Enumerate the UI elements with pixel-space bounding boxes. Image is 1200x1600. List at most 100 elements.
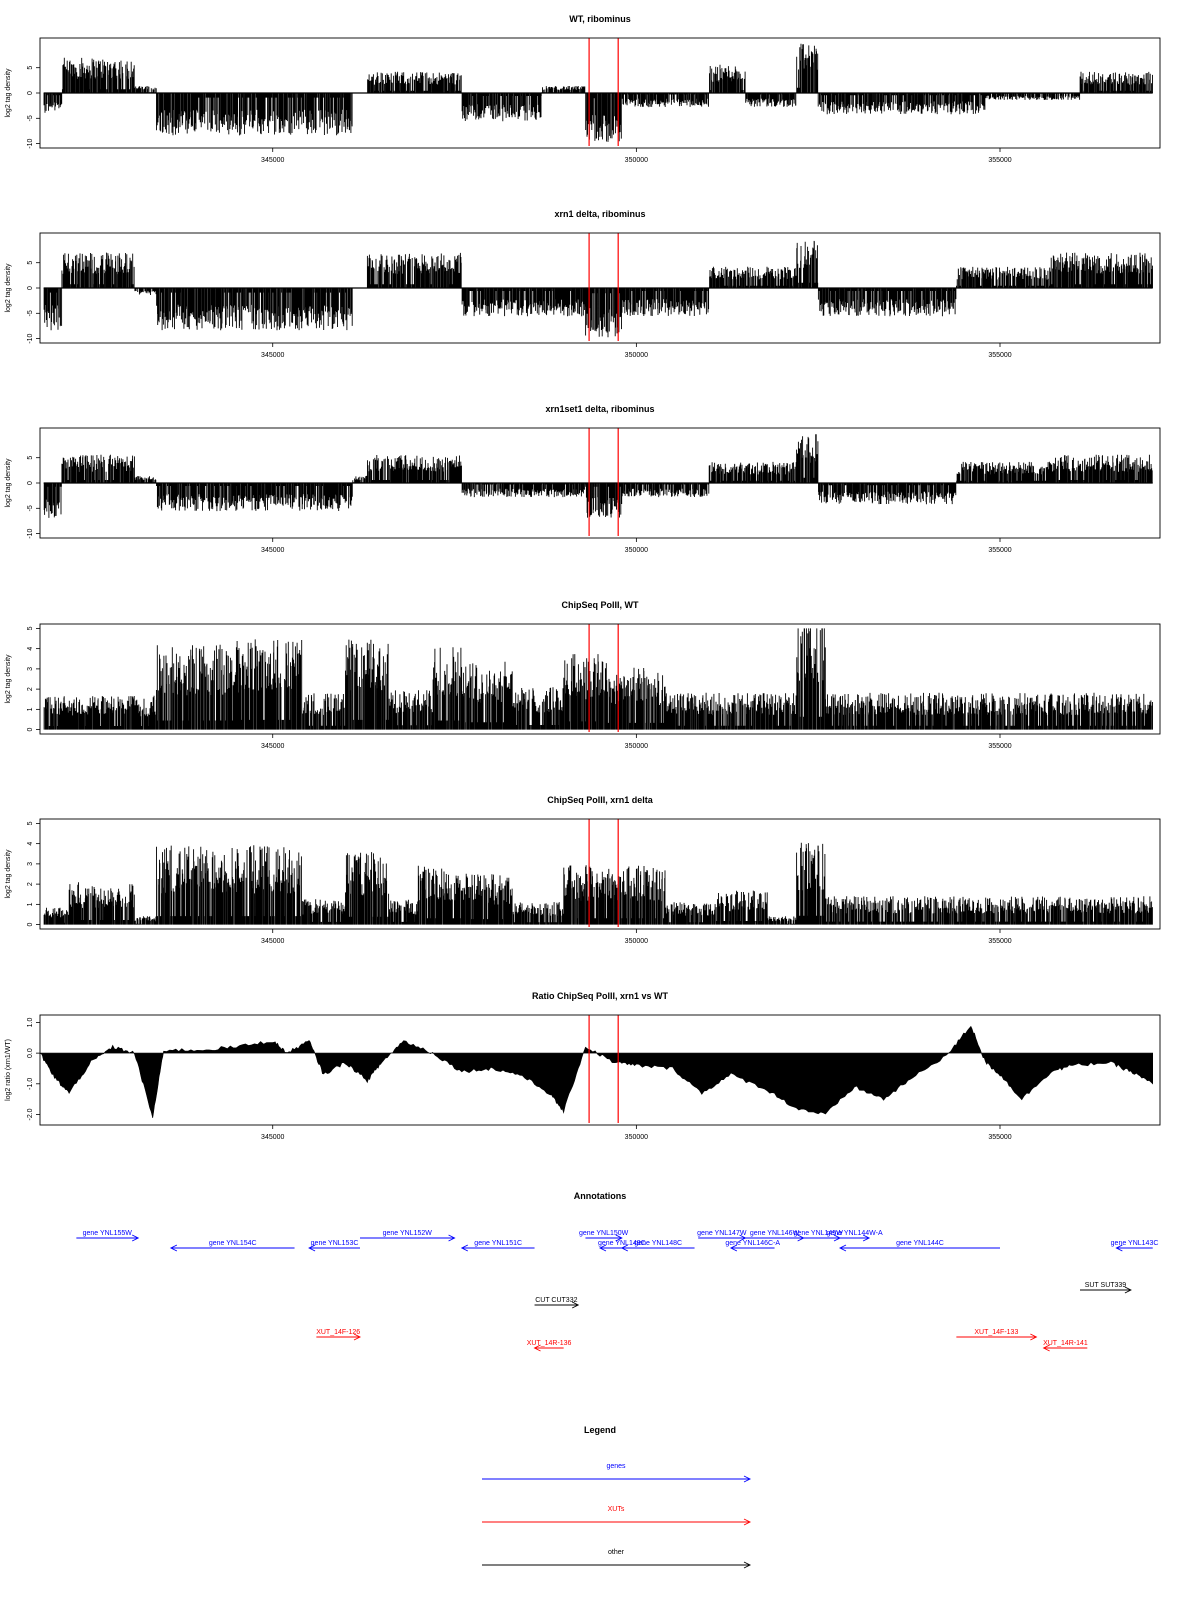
y-tick-label: 0	[27, 286, 34, 290]
x-tick-label: 355000	[988, 547, 1011, 554]
x-tick-label: 345000	[261, 1134, 284, 1141]
feature-label: gene YNL144C	[896, 1240, 944, 1247]
plot-frame	[39, 37, 1161, 149]
x-tick-label: 350000	[625, 938, 648, 945]
y-tick-label: -10	[27, 528, 34, 538]
signal-bars	[43, 434, 1153, 518]
ratio-area	[39, 1025, 1153, 1118]
feature-label: gene YNL155W	[83, 1230, 133, 1237]
y-tick-label: 5	[27, 261, 34, 265]
panel-title: WT, ribominus	[569, 14, 631, 24]
feature-gene-ynl148c: gene YNL148C	[620, 1240, 695, 1252]
y-tick-label: -10	[27, 138, 34, 148]
feature-xut-14r-141: XUT_14R-141	[1042, 1340, 1088, 1352]
legend-title: Legend	[584, 1425, 616, 1435]
panel-4: ChipSeq PolII, WT log2 tag density 0 1 2 3 4 5 3…	[5, 600, 1161, 750]
y-tick-label: 1	[27, 902, 34, 906]
panel-title: xrn1 delta, ribominus	[554, 209, 645, 219]
feature-gene-ynl155w: gene YNL155W	[76, 1230, 140, 1242]
feature-label: gene YNL145W	[794, 1230, 844, 1237]
feature-label: gene YNL151C	[474, 1240, 522, 1247]
y-tick-label: 3	[27, 667, 34, 671]
panel-title: ChipSeq PolII, WT	[562, 600, 639, 610]
y-tick-label: -1.0	[27, 1078, 34, 1090]
arrow-head	[598, 1244, 607, 1252]
feature-label: XUT_14R-136	[527, 1340, 572, 1347]
plot-frame	[39, 818, 1161, 930]
y-tick-label: 0	[27, 923, 34, 927]
arrow-head	[743, 1475, 752, 1483]
feature-label: gene YNL152W	[383, 1230, 433, 1237]
y-tick-label: 0.0	[27, 1048, 34, 1058]
feature-xut-14r-136: XUT_14R-136	[527, 1340, 572, 1352]
panel-title: Ratio ChipSeq PolII, xrn1 vs WT	[532, 991, 669, 1001]
arrow-head	[1030, 1333, 1038, 1341]
feature-label: gene YNL148C	[634, 1240, 682, 1247]
y-tick-label: -5	[27, 505, 34, 511]
legend-label: other	[608, 1549, 625, 1556]
panel-2: xrn1 delta, ribominus log2 tag density -10…	[5, 209, 1161, 359]
y-tick-label: 5	[27, 456, 34, 460]
y-tick-label: 5	[27, 66, 34, 70]
feature-gene-ynl144w-a: gene YNL144W-A	[826, 1230, 883, 1242]
x-tick-label: 345000	[261, 743, 284, 750]
arrow-head	[131, 1234, 140, 1242]
plot-frame	[39, 623, 1161, 735]
plot-frame	[39, 232, 1161, 344]
x-tick-label: 350000	[625, 157, 648, 164]
feature-xut-14f-126: XUT_14F-126	[316, 1329, 362, 1341]
x-tick-label: 355000	[988, 1134, 1011, 1141]
x-tick-label: 345000	[261, 352, 284, 359]
x-tick-label: 345000	[261, 157, 284, 164]
arrow-head	[169, 1244, 178, 1252]
feature-sut-sut339: SUT SUT339	[1080, 1282, 1132, 1294]
arrow-head	[308, 1244, 316, 1252]
y-tick-label: -5	[27, 310, 34, 316]
feature-label: gene YNL144W-A	[826, 1230, 882, 1237]
y-axis-label: log2 tag density	[5, 68, 12, 118]
arrow-head	[838, 1244, 847, 1252]
panel-title: xrn1set1 delta, ribominus	[545, 404, 654, 414]
y-tick-label: -10	[27, 333, 34, 343]
x-tick-label: 350000	[625, 743, 648, 750]
panel-title: ChipSeq PolII, xrn1 delta	[547, 795, 654, 805]
y-tick-label: 4	[27, 842, 34, 846]
y-axis-label: log2 ratio (xrn1/WT)	[5, 1039, 12, 1101]
legend-label: XUTs	[608, 1506, 625, 1513]
x-tick-label: 350000	[625, 1134, 648, 1141]
feature-label: gene YNL153C	[311, 1240, 359, 1247]
feature-label: gene YNL147W	[697, 1230, 747, 1237]
panel-5: ChipSeq PolII, xrn1 delta log2 tag densit…	[5, 795, 1161, 945]
legend-item-xuts: XUTs	[482, 1506, 752, 1526]
y-tick-label: 1	[27, 707, 34, 711]
feature-gene-ynl144c: gene YNL144C	[838, 1240, 1000, 1252]
y-axis-label: log2 tag density	[5, 654, 12, 704]
arrow-head	[571, 1301, 580, 1309]
plot-frame	[39, 1014, 1161, 1126]
y-tick-label: -5	[27, 115, 34, 121]
signal-bars	[43, 628, 1153, 730]
x-tick-label: 355000	[988, 743, 1011, 750]
feature-label: gene YNL149C	[598, 1240, 646, 1247]
y-tick-label: 4	[27, 647, 34, 651]
y-axis-label: log2 tag density	[5, 263, 12, 313]
panel-1: WT, ribominus log2 tag density -10 -5 0 5 3450…	[5, 14, 1161, 164]
feature-label: XUT_14F-133	[974, 1329, 1018, 1336]
panel-3: xrn1set1 delta, ribominus log2 tag densit…	[5, 404, 1161, 554]
arrow-head	[460, 1244, 469, 1252]
feature-gene-ynl143c: gene YNL143C	[1111, 1240, 1158, 1252]
arrow-head	[533, 1344, 541, 1352]
y-tick-label: 5	[27, 821, 34, 825]
annotations-panel: Annotations gene YNL155W gene YNL154C gene …	[76, 1191, 1158, 1352]
x-tick-label: 345000	[261, 547, 284, 554]
annotations-title: Annotations	[574, 1191, 627, 1201]
arrow-head	[862, 1234, 871, 1242]
feature-label: gene YNL146C-A	[725, 1240, 780, 1247]
signal-bars	[43, 240, 1153, 338]
y-tick-label: 1.0	[27, 1017, 34, 1027]
plot-frame	[39, 427, 1161, 539]
x-tick-label: 345000	[261, 938, 284, 945]
feature-label: gene YNL150W	[579, 1230, 629, 1237]
legend-item-other: other	[482, 1549, 752, 1569]
